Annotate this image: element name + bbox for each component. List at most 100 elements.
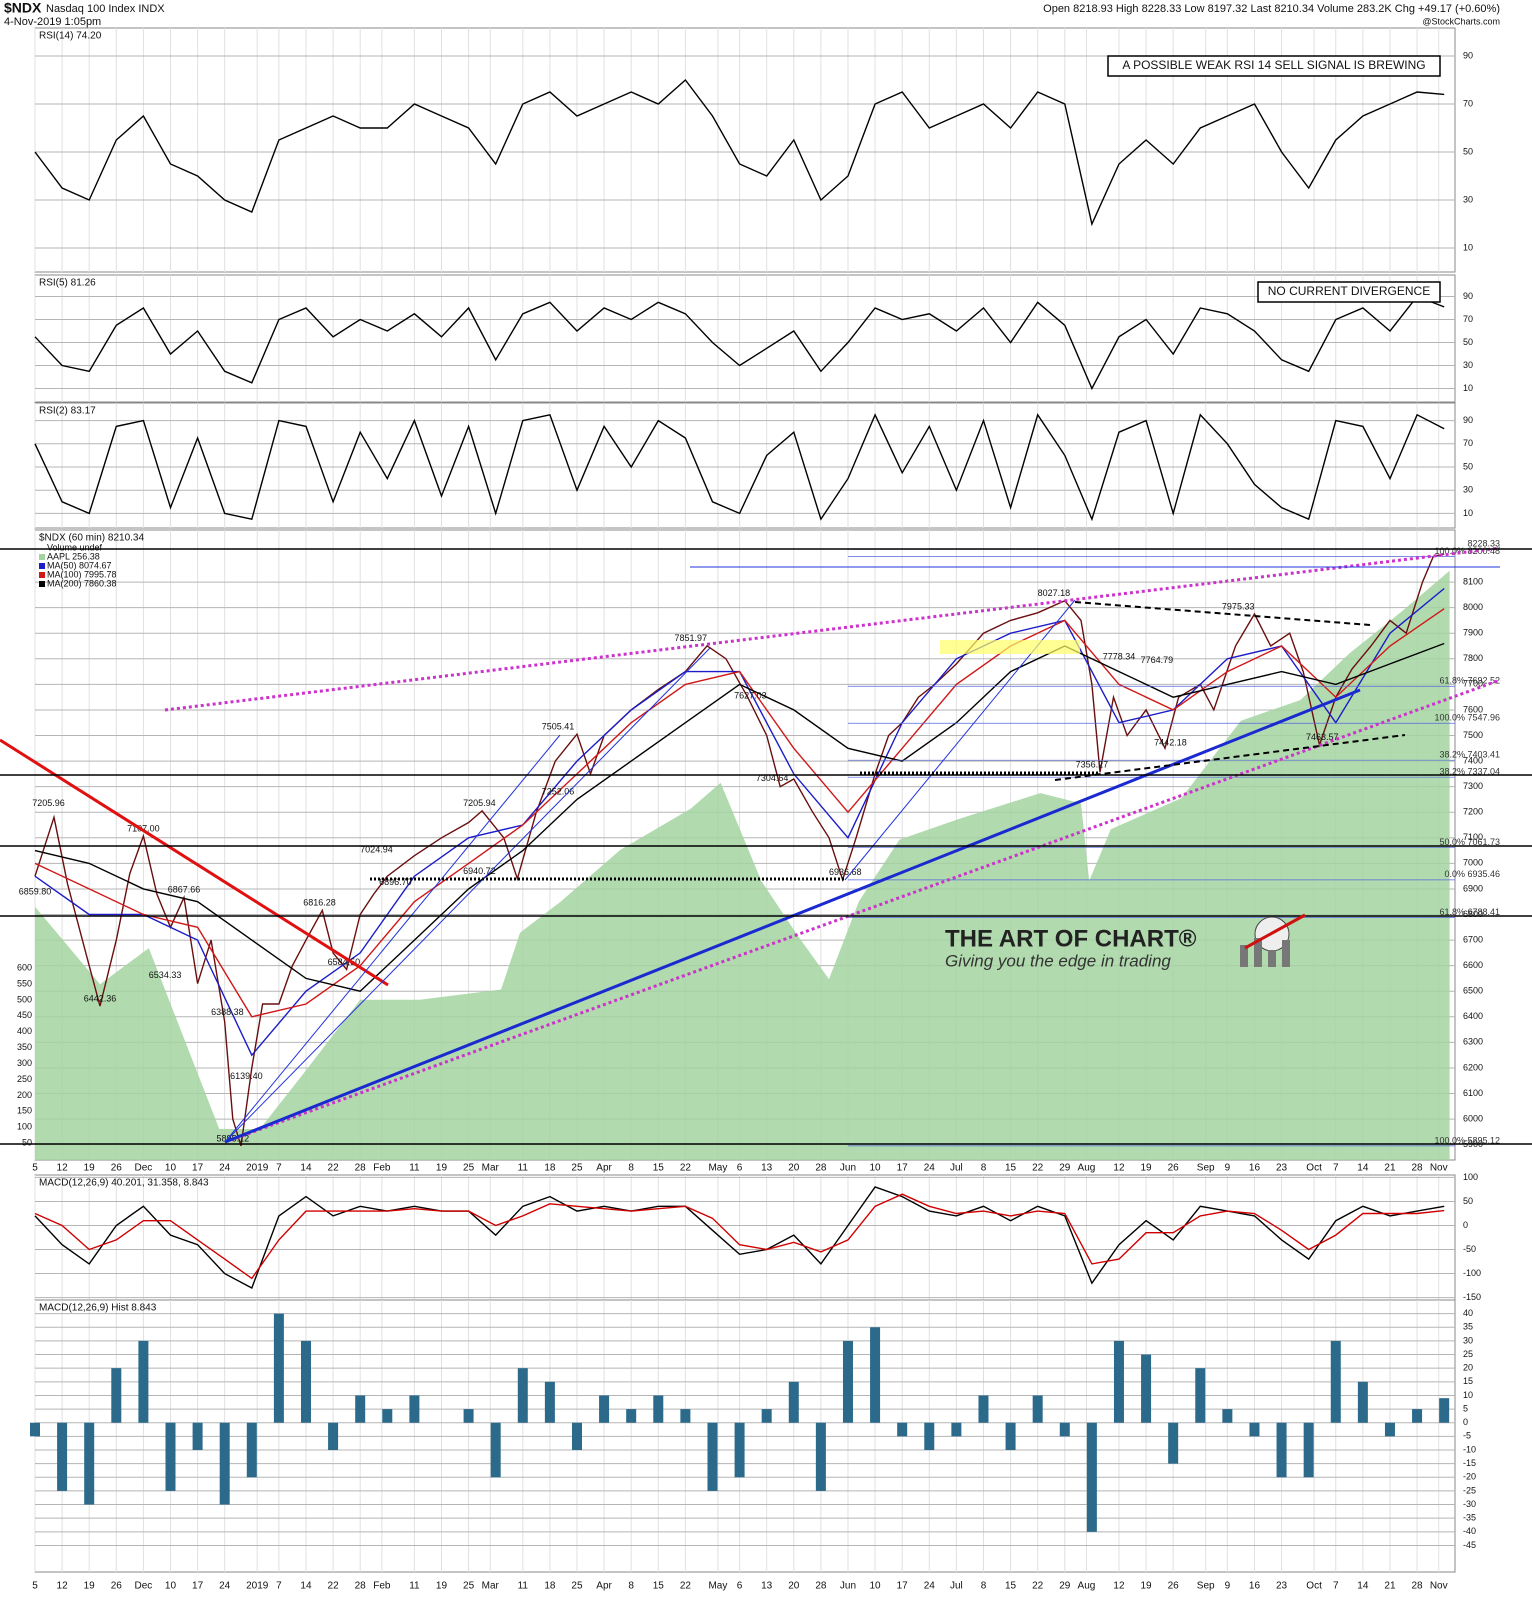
- bar: [1113, 1340, 1124, 1423]
- y-tick-label: 10: [1463, 508, 1473, 518]
- bar: [815, 1422, 826, 1491]
- y-tick-label: 8000: [1463, 602, 1483, 612]
- x-tick-label: 22: [328, 1163, 340, 1174]
- y-tick-label: 6900: [1463, 883, 1483, 893]
- x-tick-label: 22: [328, 1581, 340, 1592]
- x-tick-label: Apr: [596, 1163, 612, 1174]
- bar: [1168, 1422, 1179, 1464]
- x-tick-label: 15: [1005, 1163, 1017, 1174]
- bar: [1222, 1409, 1233, 1423]
- x-tick-label: 17: [192, 1581, 204, 1592]
- line: [34, 1193, 1445, 1280]
- y-tick-label: 50: [1463, 1196, 1473, 1206]
- date: 4-Nov-2019 1:05pm: [4, 16, 101, 28]
- panel-title: RSI(5) 81.26: [39, 278, 96, 289]
- x-tick-label: 24: [219, 1581, 231, 1592]
- x-tick-label: Sep: [1197, 1581, 1215, 1592]
- logo-bar: [1240, 945, 1248, 967]
- y-tick-label: 7300: [1463, 781, 1483, 791]
- y-tick-label: 6300: [1463, 1037, 1483, 1047]
- volume-tick-label: 250: [17, 1074, 32, 1084]
- bar: [84, 1422, 95, 1505]
- trendline: [1054, 734, 1406, 781]
- x-tick-label: 24: [924, 1581, 936, 1592]
- x-tick-label: 24: [924, 1163, 936, 1174]
- x-tick-label: Mar: [482, 1581, 500, 1592]
- x-tick-label: 25: [463, 1581, 475, 1592]
- fib-label: 38.2% 7403.41: [1439, 750, 1500, 760]
- x-tick-label: 29: [1059, 1163, 1071, 1174]
- x-tick-label: 22: [680, 1581, 692, 1592]
- x-tick-label: 19: [436, 1163, 448, 1174]
- logo-bar: [1282, 940, 1290, 967]
- bar: [734, 1422, 745, 1478]
- volume-tick-label: 150: [17, 1106, 32, 1116]
- x-tick-label: 9: [1225, 1581, 1231, 1592]
- panel-title: MACD(12,26,9) Hist 8.843: [39, 1303, 157, 1314]
- y-tick-label: 7200: [1463, 807, 1483, 817]
- x-tick-label: Dec: [134, 1163, 152, 1174]
- x-tick-label: 18: [544, 1581, 556, 1592]
- y-tick-label: 70: [1463, 438, 1473, 448]
- y-tick-label: 50: [1463, 337, 1473, 347]
- x-tick-label: 25: [571, 1581, 583, 1592]
- volume-tick-label: 550: [17, 978, 32, 988]
- volume-tick-label: 100: [17, 1122, 32, 1132]
- y-tick-label: -100: [1463, 1268, 1481, 1278]
- x-tick-label: 19: [84, 1581, 96, 1592]
- panel: [34, 1174, 1456, 1301]
- x-tick-label: 16: [1249, 1581, 1261, 1592]
- x-tick-label: 28: [1411, 1163, 1423, 1174]
- y-tick-label: 0: [1463, 1220, 1468, 1230]
- x-tick-label: 14: [1357, 1581, 1369, 1592]
- area: [35, 570, 1450, 1160]
- x-tick-label: 7: [276, 1163, 282, 1174]
- line: [34, 642, 1445, 992]
- x-tick-label: 7: [1333, 1581, 1339, 1592]
- y-tick-label: 70: [1463, 98, 1473, 108]
- bar: [626, 1409, 637, 1423]
- fib-label: 38.2% 7337.04: [1439, 767, 1500, 777]
- y-tick-label: -50: [1463, 1244, 1476, 1254]
- point-label: 6867.66: [168, 885, 201, 895]
- y-tick-label: 30: [1463, 194, 1473, 204]
- point-label: 6139.40: [230, 1071, 263, 1081]
- trendline: [224, 647, 711, 1143]
- volume-tick-label: 350: [17, 1042, 32, 1052]
- bar: [924, 1422, 935, 1450]
- x-tick-label: 14: [300, 1163, 312, 1174]
- bar: [219, 1422, 230, 1505]
- x-tick-label: 15: [653, 1581, 665, 1592]
- bar: [897, 1422, 908, 1437]
- x-tick-label: 7: [276, 1581, 282, 1592]
- legend-entry: AAPL 256.38: [47, 551, 100, 561]
- point-label: 7975.33: [1222, 601, 1255, 611]
- y-tick-label: 100: [1463, 1172, 1478, 1182]
- y-tick-label: -150: [1463, 1292, 1481, 1302]
- y-tick-label: 50: [1463, 146, 1473, 156]
- panel-title: RSI(14) 74.20: [39, 31, 102, 42]
- y-tick-label: 6100: [1463, 1088, 1483, 1098]
- x-tick-label: Nov: [1430, 1163, 1448, 1174]
- bar: [707, 1422, 718, 1491]
- bar: [1330, 1340, 1341, 1423]
- bar: [951, 1422, 962, 1437]
- line: [34, 1186, 1445, 1289]
- bar: [1276, 1422, 1287, 1478]
- x-tick-label: 24: [219, 1163, 231, 1174]
- point-label: 7463.57: [1306, 732, 1339, 742]
- x-tick-label: Mar: [482, 1163, 500, 1174]
- x-tick-label: 7: [1333, 1163, 1339, 1174]
- y-tick-label: 30: [1463, 360, 1473, 370]
- point-label: 6584.50: [328, 957, 361, 967]
- y-tick-label: 0: [1463, 1417, 1468, 1427]
- y-tick-label: 25: [1463, 1349, 1473, 1359]
- x-tick-label: 19: [436, 1581, 448, 1592]
- y-tick-label: -30: [1463, 1499, 1476, 1509]
- symbol: $NDX: [4, 0, 42, 16]
- bar: [1032, 1395, 1043, 1423]
- x-tick-label: 9: [1225, 1163, 1231, 1174]
- legend-swatch: [39, 572, 45, 578]
- x-tick-label: 23: [1276, 1163, 1288, 1174]
